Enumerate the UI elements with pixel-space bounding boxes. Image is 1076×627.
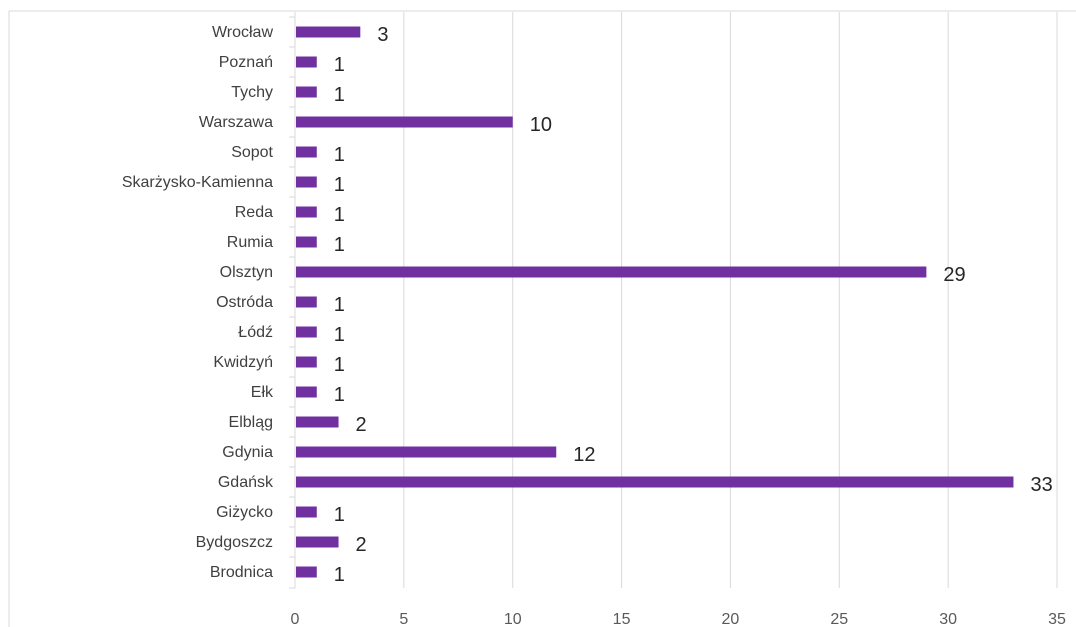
category-label: Gdynia xyxy=(222,444,273,461)
data-label: 1 xyxy=(334,354,345,376)
x-tick-label: 0 xyxy=(291,611,300,627)
bar xyxy=(296,476,1014,488)
data-label: 1 xyxy=(334,144,345,166)
bar xyxy=(296,56,317,68)
category-label: Reda xyxy=(235,204,273,221)
bar xyxy=(296,566,317,578)
bar xyxy=(296,506,317,518)
category-label: Brodnica xyxy=(210,564,273,581)
category-label: Łódź xyxy=(238,324,273,341)
bar xyxy=(296,296,317,308)
bar xyxy=(296,326,317,338)
bar xyxy=(296,266,927,278)
data-label: 33 xyxy=(1030,474,1052,496)
category-label: Poznań xyxy=(219,54,273,71)
data-label: 1 xyxy=(334,324,345,346)
data-label: 2 xyxy=(356,534,367,556)
x-tick-label: 10 xyxy=(504,611,522,627)
data-label: 29 xyxy=(943,264,965,286)
category-label: Wrocław xyxy=(212,24,273,41)
data-label: 1 xyxy=(334,294,345,316)
data-label: 1 xyxy=(334,204,345,226)
bar xyxy=(296,356,317,368)
bar xyxy=(296,206,317,218)
data-label: 3 xyxy=(377,24,388,46)
category-label: Rumia xyxy=(227,234,273,251)
category-label: Olsztyn xyxy=(220,264,273,281)
x-tick-label: 30 xyxy=(939,611,957,627)
x-tick-label: 35 xyxy=(1048,611,1066,627)
bar xyxy=(296,446,557,458)
category-label: Gdańsk xyxy=(218,474,274,491)
data-label: 1 xyxy=(334,84,345,106)
category-label: Tychy xyxy=(231,84,273,101)
x-tick-label: 25 xyxy=(830,611,848,627)
category-label: Giżycko xyxy=(216,504,273,521)
data-label: 1 xyxy=(334,384,345,406)
bar xyxy=(296,416,339,428)
x-tick-label: 5 xyxy=(399,611,408,627)
category-label: Sopot xyxy=(231,144,273,161)
bar xyxy=(296,86,317,98)
bar xyxy=(296,386,317,398)
data-label: 1 xyxy=(334,234,345,256)
data-label: 12 xyxy=(573,444,595,466)
data-label: 2 xyxy=(356,414,367,436)
category-label: Skarżysko-Kamienna xyxy=(122,174,273,191)
bar xyxy=(296,146,317,158)
category-label: Kwidzyń xyxy=(213,354,273,371)
bar xyxy=(296,236,317,248)
category-label: Ełk xyxy=(251,384,274,401)
data-label: 10 xyxy=(530,114,552,136)
category-label: Elbląg xyxy=(229,414,273,431)
x-tick-label: 15 xyxy=(613,611,631,627)
category-label: Warszawa xyxy=(199,114,273,131)
bar xyxy=(296,116,513,128)
bar xyxy=(296,26,361,38)
data-label: 1 xyxy=(334,174,345,196)
data-label: 1 xyxy=(334,564,345,586)
x-tick-label: 20 xyxy=(722,611,740,627)
category-label: Ostróda xyxy=(216,294,273,311)
data-label: 1 xyxy=(334,504,345,526)
bar xyxy=(296,176,317,188)
category-label: Bydgoszcz xyxy=(196,534,273,551)
data-label: 1 xyxy=(334,54,345,76)
bar xyxy=(296,536,339,548)
